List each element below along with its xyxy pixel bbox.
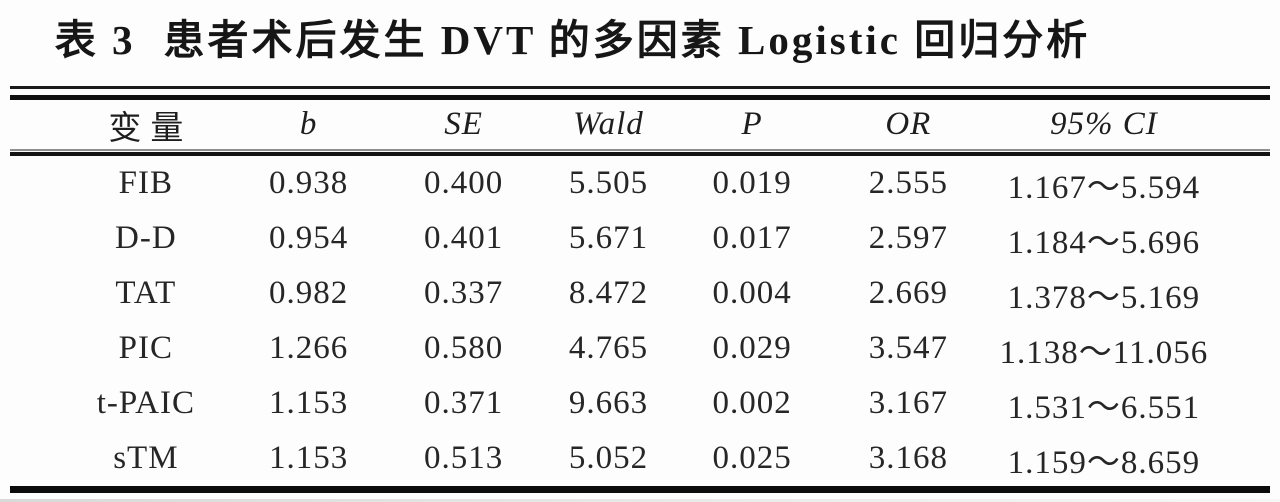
cell-p: 0.004 — [712, 275, 792, 311]
cell-se: 0.580 — [423, 330, 504, 366]
table-row-fib: FIB 0.938 0.400 5.505 0.019 2.555 1.167～… — [10, 156, 1270, 211]
table-top-rule — [10, 86, 1270, 100]
cell-or: 3.168 — [868, 440, 948, 476]
cell-or: 3.547 — [868, 330, 948, 366]
cell-wald: 8.472 — [568, 275, 649, 311]
column-header-b: b — [299, 106, 318, 142]
cell-p: 0.019 — [712, 165, 792, 201]
cell-ci: 1.531～6.551 — [1007, 389, 1201, 426]
cell-variable: FIB — [118, 165, 174, 201]
cell-b: 0.938 — [268, 165, 349, 201]
cell-variable: sTM — [113, 440, 179, 476]
column-header-p: P — [741, 106, 763, 142]
cell-se: 0.371 — [423, 385, 504, 421]
table-bottom-rule — [10, 486, 1270, 493]
cell-se: 0.401 — [423, 220, 504, 256]
cell-ci: 1.184～5.696 — [1007, 224, 1201, 261]
cell-variable: t-PAIC — [96, 385, 196, 421]
cell-wald: 4.765 — [568, 330, 649, 366]
table-title: 表 3 患者术后发生 DVT 的多因素 Logistic 回归分析 — [0, 0, 1280, 72]
cell-se: 0.337 — [423, 275, 504, 311]
table-row-pic: PIC 1.266 0.580 4.765 0.029 3.547 1.138～… — [10, 321, 1270, 376]
column-header-or: OR — [885, 106, 932, 142]
cell-wald: 5.052 — [568, 440, 649, 476]
cell-wald: 9.663 — [568, 385, 649, 421]
table-row-dd: D-D 0.954 0.401 5.671 0.017 2.597 1.184～… — [10, 211, 1270, 266]
cell-b: 1.153 — [268, 440, 349, 476]
regression-table: 变量 b SE Wald P OR 95% CI FIB 0.938 0.400… — [10, 86, 1270, 493]
table-header-rule — [10, 149, 1270, 156]
column-header-ci: 95% CI — [1049, 106, 1158, 142]
cell-p: 0.002 — [712, 385, 792, 421]
column-header-se: SE — [444, 106, 483, 142]
cell-b: 0.954 — [268, 220, 349, 256]
table-number-label: 表 3 — [54, 17, 136, 63]
scan-edge-artifact — [0, 499, 1280, 502]
table-row-tat: TAT 0.982 0.337 8.472 0.004 2.669 1.378～… — [10, 266, 1270, 321]
cell-ci: 1.159～8.659 — [1007, 444, 1201, 481]
cell-variable: PIC — [118, 330, 174, 366]
table-title-text: 患者术后发生 DVT 的多因素 Logistic 回归分析 — [163, 17, 1091, 63]
cell-p: 0.025 — [712, 440, 792, 476]
cell-variable: TAT — [115, 275, 177, 311]
cell-or: 2.669 — [868, 275, 948, 311]
table-header-row: 变量 b SE Wald P OR 95% CI — [10, 100, 1270, 149]
cell-p: 0.017 — [712, 220, 792, 256]
cell-b: 1.153 — [268, 385, 349, 421]
cell-wald: 5.505 — [568, 165, 649, 201]
cell-b: 0.982 — [268, 275, 349, 311]
cell-ci: 1.138～11.056 — [999, 334, 1209, 371]
cell-p: 0.029 — [712, 330, 792, 366]
column-header-wald: Wald — [573, 106, 644, 142]
cell-se: 0.400 — [423, 165, 504, 201]
column-header-variable: 变量 — [108, 110, 193, 147]
table-row-stm: sTM 1.153 0.513 5.052 0.025 3.168 1.159～… — [10, 431, 1270, 486]
cell-or: 2.597 — [868, 220, 948, 256]
cell-ci: 1.167～5.594 — [1007, 169, 1201, 206]
table-row-tpaic: t-PAIC 1.153 0.371 9.663 0.002 3.167 1.5… — [10, 376, 1270, 431]
cell-b: 1.266 — [268, 330, 349, 366]
cell-or: 3.167 — [868, 385, 948, 421]
cell-ci: 1.378～5.169 — [1007, 279, 1201, 316]
cell-wald: 5.671 — [568, 220, 649, 256]
cell-se: 0.513 — [423, 440, 504, 476]
cell-or: 2.555 — [868, 165, 948, 201]
cell-variable: D-D — [115, 220, 177, 256]
